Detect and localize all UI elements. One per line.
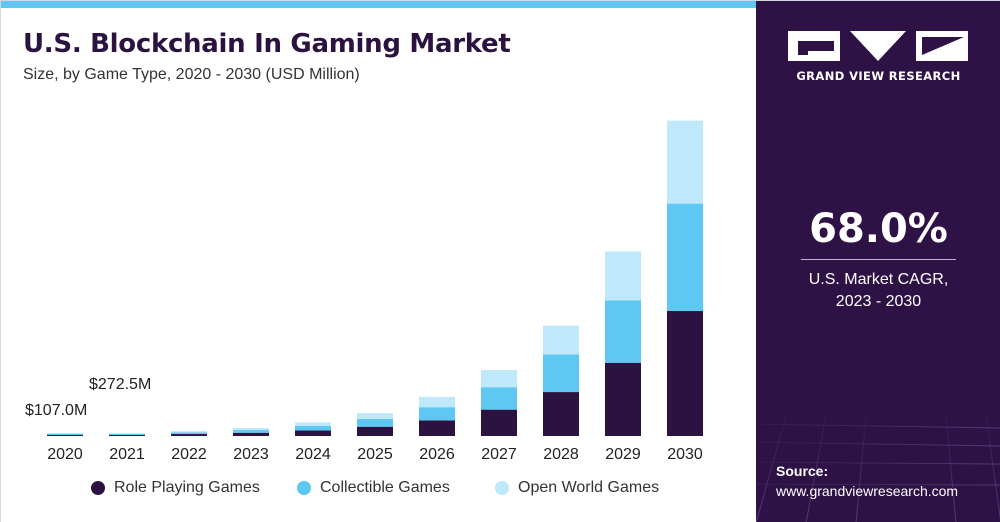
legend-swatch-open-world: [495, 481, 509, 495]
bar-role-playing-2020: [47, 435, 83, 436]
bar-collectible-2026: [419, 407, 455, 421]
x-tick-2029: 2029: [605, 446, 641, 463]
chart-subtitle: Size, by Game Type, 2020 - 2030 (USD Mil…: [23, 66, 360, 83]
x-tick-2021: 2021: [109, 446, 145, 463]
bar-open-world-2020: [47, 433, 83, 434]
bar-role-playing-2030: [667, 311, 703, 436]
x-axis-ticks: 2020 2021 2022 2023 2024 2025 2026 2027 2028 2029…: [47, 446, 703, 463]
bar-open-world-2025: [357, 413, 393, 419]
data-label-2021: $272.5M: [89, 376, 151, 393]
source-url[interactable]: www.grandviewresearch.com: [776, 483, 959, 499]
bar-role-playing-2024: [295, 430, 331, 436]
bar-collectible-2025: [357, 418, 393, 427]
legend-label-collectible: Collectible Games: [320, 479, 450, 496]
bar-open-world-2023: [233, 427, 269, 431]
grand-view-research-logo-icon: [788, 31, 968, 61]
chart-legend: Role Playing Games Collectible Games Ope…: [1, 479, 756, 503]
x-tick-2024: 2024: [295, 446, 331, 463]
stacked-bar-chart: 2020 2021 2022 2023 2024 2025 2026 2027 2028 2029…: [25, 120, 703, 463]
bar-open-world-2029: [605, 251, 641, 301]
x-tick-2030: 2030: [667, 446, 703, 463]
summary-panel: GRAND VIEW RESEARCH 68.0% U.S. Market CA…: [756, 1, 1000, 522]
grid-decoration-icon: [756, 415, 1000, 522]
bar-open-world-2030: [667, 120, 703, 204]
bar-open-world-2022: [171, 431, 207, 433]
x-tick-2025: 2025: [357, 446, 393, 463]
legend-item-open-world: Open World Games: [495, 479, 659, 497]
bar-collectible-2028: [543, 354, 579, 393]
bar-role-playing-2021: [109, 434, 145, 436]
bar-role-playing-2027: [481, 409, 517, 436]
bar-collectible-2022: [171, 432, 207, 435]
legend-swatch-collectible: [297, 481, 311, 495]
x-tick-2027: 2027: [481, 446, 517, 463]
legend-item-role-playing: Role Playing Games: [91, 479, 260, 497]
x-tick-2020: 2020: [47, 446, 83, 463]
source-label: Source:: [776, 463, 829, 479]
bar-collectible-2020: [47, 434, 83, 435]
bar-collectible-2021: [109, 433, 145, 435]
accent-bar: [1, 1, 756, 8]
bar-collectible-2024: [295, 425, 331, 431]
cagr-label-line2: 2023 - 2030: [835, 293, 922, 310]
brand-name: GRAND VIEW RESEARCH: [796, 69, 961, 83]
chart-title: U.S. Blockchain In Gaming Market: [23, 29, 511, 59]
cagr-value: 68.0%: [809, 206, 948, 252]
cagr-label: U.S. Market CAGR, 2023 - 2030: [756, 269, 1000, 313]
bar-role-playing-2026: [419, 420, 455, 436]
legend-item-collectible: Collectible Games: [297, 479, 450, 497]
bar-collectible-2027: [481, 387, 517, 410]
bar-collectible-2023: [233, 430, 269, 433]
bar-group: [47, 120, 703, 436]
data-label-2020: $107.0M: [25, 402, 87, 419]
bar-collectible-2030: [667, 203, 703, 312]
bar-collectible-2029: [605, 300, 641, 363]
bar-role-playing-2029: [605, 362, 641, 436]
legend-label-open-world: Open World Games: [518, 479, 660, 496]
bar-open-world-2024: [295, 422, 331, 426]
legend-swatch-role-playing: [91, 481, 105, 495]
bar-open-world-2021: [109, 432, 145, 434]
x-tick-2028: 2028: [543, 446, 579, 463]
bar-open-world-2026: [419, 396, 455, 408]
bar-open-world-2028: [543, 325, 579, 355]
bar-role-playing-2023: [233, 432, 269, 436]
bar-role-playing-2022: [171, 434, 207, 436]
bar-role-playing-2025: [357, 426, 393, 436]
x-tick-2023: 2023: [233, 446, 269, 463]
legend-label-role-playing: Role Playing Games: [114, 479, 260, 496]
cagr-divider: [801, 259, 956, 260]
cagr-label-line1: U.S. Market CAGR,: [808, 271, 949, 288]
x-tick-2022: 2022: [171, 446, 207, 463]
bar-open-world-2027: [481, 370, 517, 388]
bar-role-playing-2028: [543, 392, 579, 436]
x-tick-2026: 2026: [419, 446, 455, 463]
